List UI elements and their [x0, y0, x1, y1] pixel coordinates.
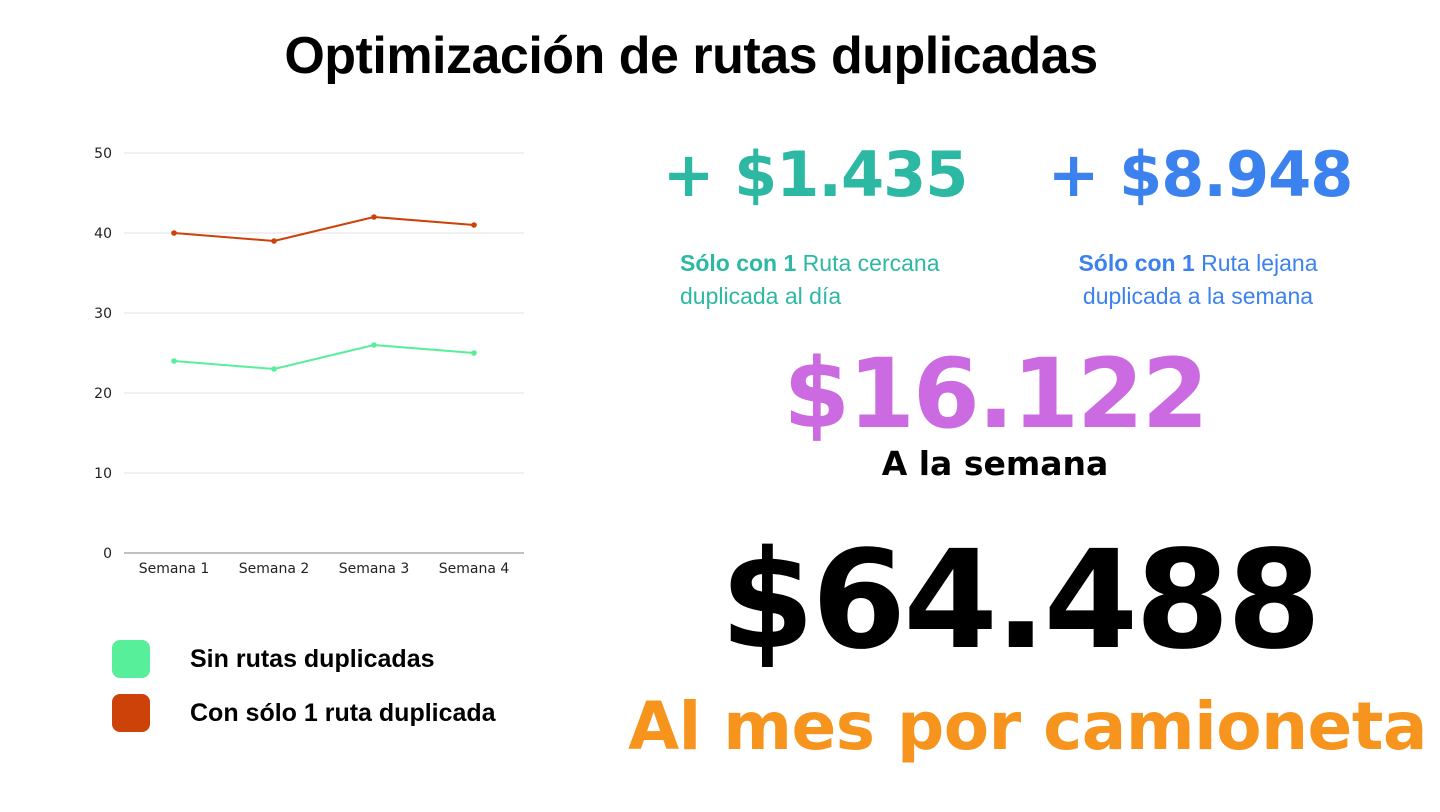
weekly-total-value: $16.122	[783, 338, 1208, 450]
chart-x-ticks: Semana 1 Semana 2 Semana 3 Semana 4	[139, 561, 510, 577]
data-point-sin-rutas	[171, 358, 177, 364]
x-tick-label: Semana 3	[339, 561, 410, 577]
y-tick-label: 20	[94, 386, 112, 402]
data-point-sin-rutas	[471, 350, 477, 356]
x-tick-label: Semana 2	[239, 561, 310, 577]
series-line-con-ruta	[173, 216, 475, 242]
far-route-desc-rest: Ruta lejana	[1194, 250, 1318, 276]
near-route-saving-value: + $1.435	[662, 138, 969, 211]
chart-series	[171, 214, 477, 372]
far-route-desc-bold: Sólo con 1	[1078, 250, 1195, 276]
x-tick-label: Semana 1	[139, 561, 210, 577]
y-tick-label: 50	[94, 146, 112, 162]
data-point-con-ruta	[471, 222, 477, 228]
legend-swatch-con-ruta	[112, 694, 150, 732]
monthly-total-value: $64.488	[720, 522, 1321, 680]
weekly-total-label: A la semana	[881, 444, 1109, 483]
y-tick-label: 40	[94, 226, 112, 242]
near-route-description: Sólo con 1 Ruta cercana duplicada al día	[680, 247, 940, 313]
legend-label-sin-rutas: Sin rutas duplicadas	[190, 644, 435, 673]
series-line-sin-rutas	[173, 344, 475, 370]
far-route-desc-line2: duplicada a la semana	[1082, 283, 1314, 309]
far-route-desc-line1: Sólo con 1 Ruta lejana	[1030, 247, 1366, 280]
near-route-desc-bold: Sólo con 1	[680, 250, 797, 276]
legend-label-con-ruta: Con sólo 1 ruta duplicada	[190, 698, 496, 727]
legend-swatch-sin-rutas	[112, 640, 150, 678]
legend-item-con-ruta: Con sólo 1 ruta duplicada	[112, 694, 496, 732]
data-point-con-ruta	[271, 238, 277, 244]
far-route-description: Sólo con 1 Ruta lejana duplicada a la se…	[1030, 247, 1366, 313]
data-point-con-ruta	[371, 214, 377, 220]
chart-gridlines	[124, 152, 524, 554]
near-route-desc-rest: Ruta cercana	[796, 250, 940, 276]
y-tick-label: 0	[103, 546, 112, 562]
data-point-con-ruta	[171, 230, 177, 236]
y-tick-label: 10	[94, 466, 112, 482]
far-route-saving-value: + $8.948	[1047, 138, 1354, 211]
chart-y-ticks: 0 10 20 30 40 50	[94, 146, 112, 562]
near-route-desc-line1: Sólo con 1 Ruta cercana	[680, 247, 940, 280]
legend-item-sin-rutas: Sin rutas duplicadas	[112, 640, 496, 678]
x-tick-label: Semana 4	[439, 561, 510, 577]
data-point-sin-rutas	[371, 342, 377, 348]
chart-legend: Sin rutas duplicadas Con sólo 1 ruta dup…	[112, 640, 496, 748]
y-tick-label: 30	[94, 306, 112, 322]
page-title: Optimización de rutas duplicadas	[284, 27, 1098, 85]
near-route-desc-line2: duplicada al día	[680, 283, 842, 309]
data-point-sin-rutas	[271, 366, 277, 372]
monthly-total-label: Al mes por camioneta	[628, 688, 1427, 765]
